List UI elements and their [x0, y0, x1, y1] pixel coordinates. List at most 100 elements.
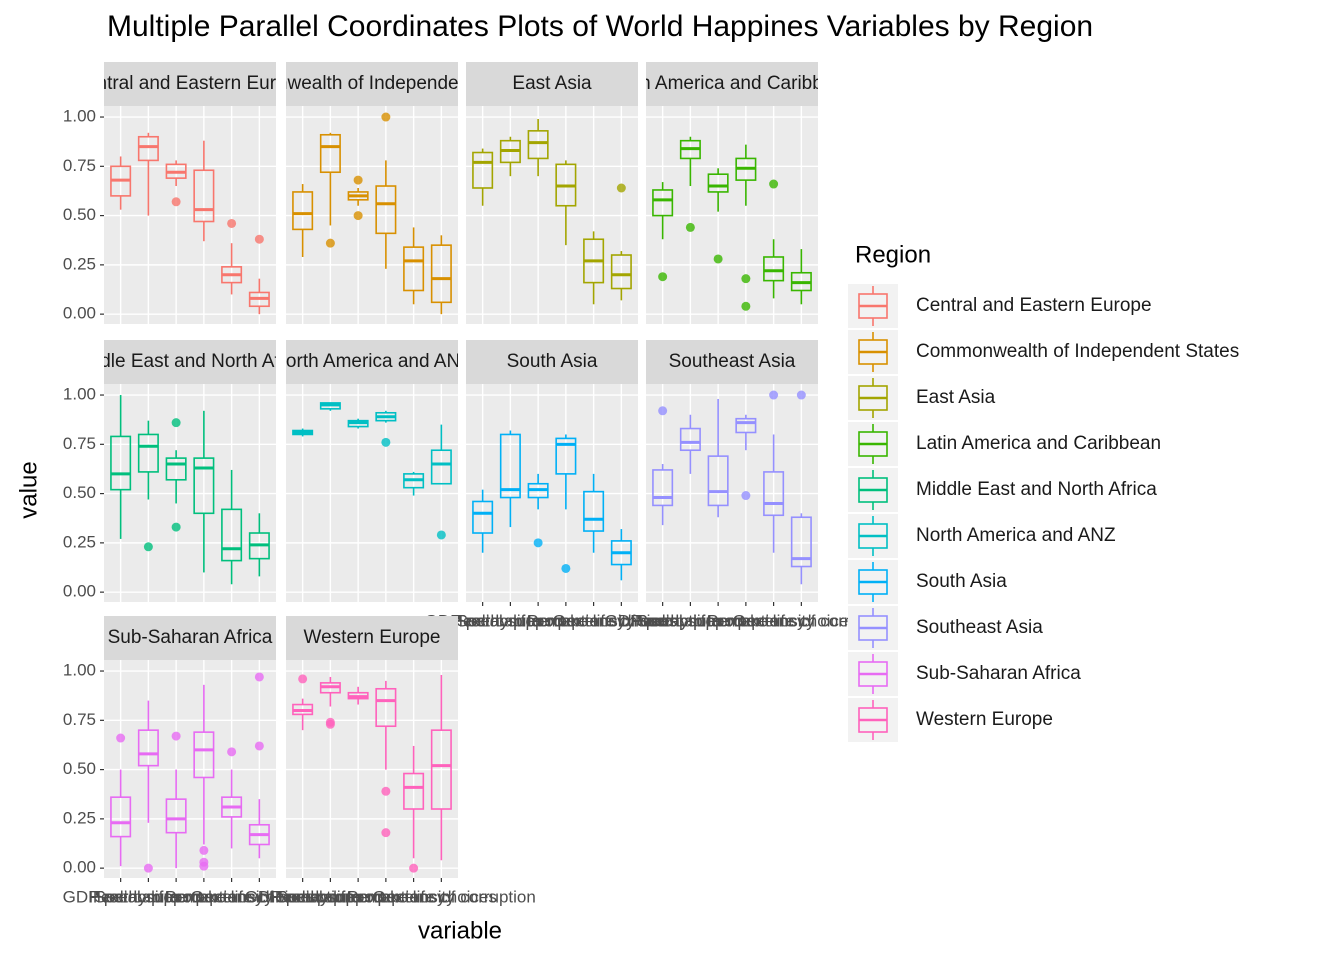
strip [286, 340, 458, 384]
legend-label: Sub-Saharan Africa [916, 663, 1081, 684]
outlier [769, 390, 779, 400]
box [652, 469, 674, 507]
y-tick-label: 0.00 [63, 858, 96, 877]
outlier [658, 406, 668, 416]
strip [466, 62, 638, 106]
strip-label: South Asia [507, 351, 598, 372]
outlier [171, 197, 181, 207]
y-tick-label: 0.50 [63, 483, 96, 502]
box [137, 729, 159, 767]
y-tick-label: 0.50 [63, 759, 96, 778]
strip-label: Latin America and Caribbean [609, 73, 854, 94]
x-tick-label: Healthy life expectancy [271, 887, 446, 906]
strip [104, 616, 276, 660]
outlier [436, 530, 446, 540]
x-tick-label: Generosity [553, 611, 636, 630]
strip-label: Central and Eastern Europe [72, 73, 308, 94]
box [193, 731, 215, 779]
outlier [769, 179, 779, 189]
box [375, 687, 397, 728]
y-tick-label: 1.00 [63, 107, 96, 126]
outlier [199, 845, 209, 855]
legend-label: South Asia [916, 571, 1007, 592]
legend-label: Middle East and North Africa [916, 479, 1157, 500]
x-tick-label: Freedom to make life choices [275, 887, 497, 906]
outlier [561, 563, 571, 573]
strip-label: Southeast Asia [669, 351, 796, 372]
outlier [713, 254, 723, 264]
box [292, 191, 314, 231]
outlier [254, 234, 264, 244]
strip-label: Sub-Saharan Africa [108, 627, 273, 648]
outlier [381, 112, 391, 122]
y-axis-title: value [15, 461, 42, 518]
x-tick-label: GDP per capita [245, 887, 361, 906]
x-axis-title: variable [418, 917, 502, 944]
x-tick-label: Generosity [191, 887, 274, 906]
x-tick-label: Social support [277, 887, 385, 906]
strip-label: East Asia [512, 73, 592, 94]
strip [286, 62, 458, 106]
x-tick-label: Freedom to make life choices [93, 887, 315, 906]
box [221, 508, 243, 562]
y-tick-label: 1.00 [63, 661, 96, 680]
box [707, 455, 729, 507]
box [403, 246, 425, 292]
strip [286, 616, 458, 660]
outlier [298, 674, 308, 684]
outlier [116, 733, 126, 743]
y-tick-label: 0.75 [63, 710, 96, 729]
strip [466, 340, 638, 384]
box [652, 189, 674, 217]
strip-label: Middle East and North Africa [70, 351, 311, 372]
x-tick-label: Perceptions of corruption [347, 887, 536, 906]
x-tick-label: Healthy life expectancy [451, 611, 626, 630]
outlier [325, 238, 335, 248]
box [430, 729, 452, 810]
box [403, 772, 425, 810]
outlier [199, 861, 209, 871]
box [763, 256, 785, 282]
x-tick-label: Perceptions of corruption [165, 887, 354, 906]
box [137, 135, 159, 162]
strip [646, 340, 818, 384]
y-tick-label: 0.75 [63, 156, 96, 175]
box [430, 244, 452, 304]
outlier [353, 211, 363, 221]
box [527, 130, 549, 160]
box [165, 798, 187, 834]
outlier [227, 218, 237, 228]
box [707, 173, 729, 193]
y-tick-label: 0.50 [63, 205, 96, 224]
y-tick-label: 1.00 [63, 385, 96, 404]
outlier [685, 222, 695, 232]
y-tick-label: 0.25 [63, 254, 96, 273]
y-tick-label: 0.75 [63, 434, 96, 453]
box [319, 133, 341, 174]
box [110, 435, 132, 491]
outlier [616, 183, 626, 193]
legend-label: Latin America and Caribbean [916, 433, 1161, 454]
box [430, 449, 452, 485]
outlier [254, 672, 264, 682]
outlier [171, 731, 181, 741]
strip [104, 62, 276, 106]
outlier [409, 863, 419, 873]
x-tick-label: Generosity [733, 611, 816, 630]
outlier [325, 719, 335, 729]
y-tick-label: 0.25 [63, 808, 96, 827]
outlier [227, 747, 237, 757]
box [499, 433, 521, 499]
outlier [171, 418, 181, 428]
y-tick-label: 0.25 [63, 532, 96, 551]
outlier [533, 538, 543, 548]
chart-title: Multiple Parallel Coordinates Plots of W… [107, 10, 1093, 43]
box [375, 185, 397, 235]
outlier [254, 741, 264, 751]
x-tick-label: Generosity [373, 887, 456, 906]
strip-label: Commonwealth of Independent States [210, 73, 533, 94]
box [610, 254, 632, 290]
x-tick-label: Freedom to make life choices [635, 611, 857, 630]
x-tick-label: Healthy life expectancy [631, 611, 806, 630]
